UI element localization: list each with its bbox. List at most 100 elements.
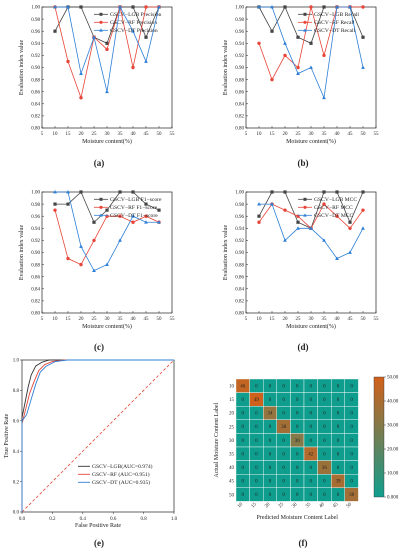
panel-f: 46 0 0 0 0 0 0 0 0 0 49 0 0 0 0 0 0 0 0 0 34 0 0 0 0 0 0 0 0 0 38 0 0 0 0 0…: [214, 376, 399, 548]
cell-value: 0: [242, 439, 245, 444]
y-axis-label: True Positive Rate: [4, 413, 10, 458]
x-tick-label: 30: [309, 132, 315, 137]
y-tick-label: 0.84: [235, 288, 244, 293]
cell-value: 0: [296, 452, 299, 457]
x-tick-label: 55: [374, 132, 380, 137]
cell-value: 0: [323, 493, 326, 498]
data-point: [157, 220, 161, 224]
y-tick-label: 0.88: [31, 78, 40, 83]
cell-value: 0: [323, 439, 326, 444]
x-tick-label: 35: [118, 317, 124, 322]
y-axis-label: Evaluation index value: [19, 40, 25, 96]
colorbar: [373, 376, 385, 498]
y-tick-label: 0.94: [235, 42, 244, 47]
data-point: [322, 190, 326, 194]
column-label: 45: [332, 502, 339, 509]
cell-value: 0: [350, 480, 353, 485]
cell-value: 36: [322, 466, 328, 471]
data-point: [270, 5, 274, 9]
y-tick-label: 0.0: [13, 511, 20, 516]
data-point: [131, 5, 135, 9]
data-point: [283, 41, 287, 45]
legend-label: GSCV−LGB(AUC=0.974): [92, 463, 153, 470]
x-axis-label: Moisture content(%): [286, 138, 336, 145]
legend-marker: [303, 20, 307, 24]
matrix-cell: [344, 487, 359, 502]
cell-value: 0: [282, 480, 285, 485]
x-tick-label: 20: [79, 132, 85, 137]
x-axis-label: Moisture content(%): [82, 323, 132, 330]
cell-value: 0: [269, 384, 272, 389]
legend-marker: [303, 197, 307, 201]
data-point: [270, 29, 274, 33]
y-tick-label: 0.8: [13, 389, 20, 394]
cell-value: 0: [323, 384, 326, 389]
legend-label: GSCV−DT (AUC=0.935): [92, 479, 150, 486]
colorbar-tick-label: 30.00: [387, 424, 399, 429]
panel-caption: (e): [94, 538, 104, 548]
cell-value: 0: [269, 398, 272, 403]
data-point: [118, 214, 122, 218]
x-tick-label: 10: [53, 132, 59, 137]
row-label: 25: [229, 425, 235, 430]
data-point: [53, 190, 57, 194]
data-point: [131, 29, 135, 33]
data-point: [322, 238, 326, 242]
data-point: [322, 95, 326, 100]
cell-value: 0: [282, 384, 285, 389]
cell-value: 0: [337, 493, 340, 498]
panel-caption: (c): [94, 342, 104, 352]
y-tick-label: 0.90: [235, 66, 244, 71]
x-tick-label: 10: [53, 317, 59, 322]
cell-value: 0: [323, 480, 326, 485]
data-point: [257, 5, 261, 9]
row-label: 30: [229, 439, 235, 444]
cell-value: 0: [310, 480, 313, 485]
cell-value: 0: [350, 384, 353, 389]
y-tick-label: 0.82: [235, 115, 244, 120]
cell-value: 0: [242, 493, 245, 498]
column-label: 15: [251, 502, 258, 509]
cell-value: 0: [296, 384, 299, 389]
data-point: [361, 208, 365, 212]
y-tick-label: 0.92: [235, 239, 244, 244]
data-point: [105, 89, 109, 94]
y-tick-label: 0.86: [31, 90, 40, 95]
colorbar-tick-label: 40.00: [387, 400, 399, 405]
colorbar-tick-label: 10.00: [387, 472, 399, 477]
cell-value: 0: [350, 452, 353, 457]
cell-value: 0: [310, 398, 313, 403]
roc-curve: [21, 359, 174, 512]
panel-caption: (d): [298, 342, 309, 352]
cell-value: 0: [296, 412, 299, 417]
y-axis-label: Actual Moisture Content Label: [214, 402, 220, 477]
cell-value: 0: [350, 398, 353, 403]
data-point: [361, 226, 365, 230]
data-point: [92, 220, 96, 224]
row-label: 20: [229, 412, 235, 417]
cell-value: 0: [323, 425, 326, 430]
x-tick-label: 20: [283, 132, 289, 137]
cell-value: 0: [282, 493, 285, 498]
data-point: [66, 256, 70, 261]
data-point: [118, 238, 122, 242]
data-point: [283, 190, 287, 194]
x-tick-label: 35: [118, 132, 124, 137]
chance-diagonal: [21, 359, 175, 513]
y-tick-label: 0.90: [235, 251, 244, 256]
y-axis-label: Evaluation index value: [19, 225, 25, 281]
row-label: 10: [229, 385, 235, 390]
x-tick-label: 5: [245, 317, 248, 322]
cell-value: 0: [282, 398, 285, 403]
cell-value: 0: [269, 452, 272, 457]
cell-value: 49: [254, 398, 260, 403]
cell-value: 0: [242, 480, 245, 485]
cell-value: 0: [337, 412, 340, 417]
panel-a: 5 10 15 20 25 30 35 40 45 50 55 0.80 0.82 0.84 0.86 0.8…: [19, 5, 175, 168]
legend-label: GSCV−DT Precision: [110, 28, 158, 34]
data-point: [283, 208, 287, 212]
y-tick-label: 0.98: [235, 18, 244, 23]
cell-value: 0: [269, 425, 272, 430]
cell-value: 0: [337, 466, 340, 471]
x-tick-label: 55: [170, 317, 176, 322]
